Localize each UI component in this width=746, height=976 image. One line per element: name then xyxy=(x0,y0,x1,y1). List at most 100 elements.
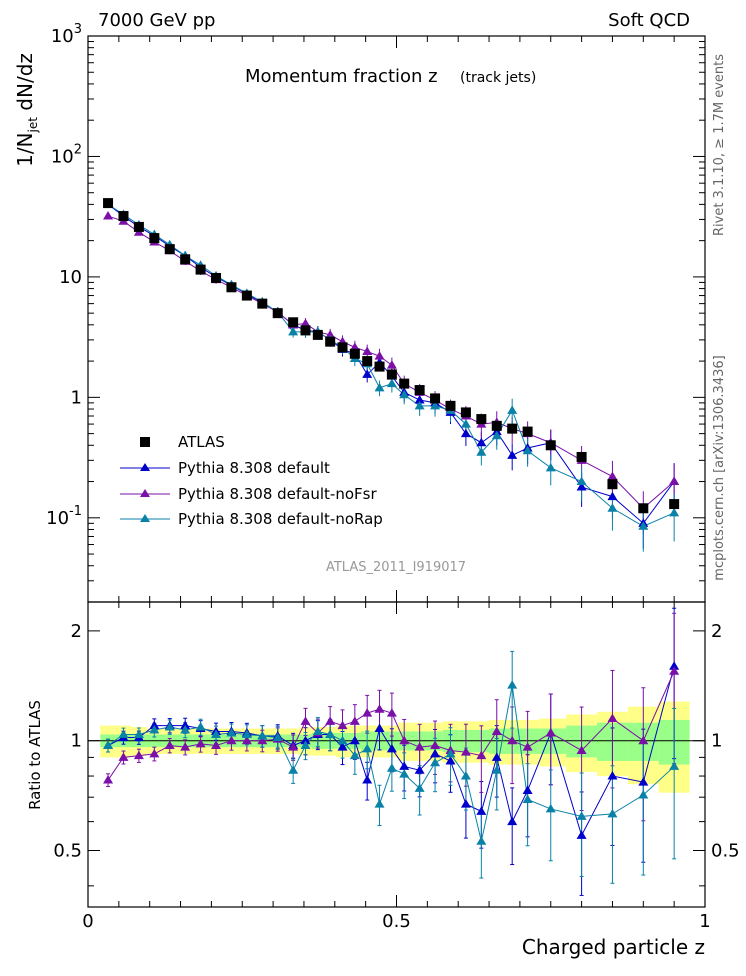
y-tick-label-ratio-right: 2 xyxy=(711,621,722,642)
data-point-ratio xyxy=(211,740,222,750)
data-point-atlas xyxy=(414,385,425,396)
data-point-main xyxy=(607,471,618,481)
data-point-atlas xyxy=(325,336,336,347)
y-axis-label-main: 1/Njet dN/dz xyxy=(13,53,40,167)
data-point-ratio xyxy=(337,735,348,745)
data-point-ratio xyxy=(300,716,311,725)
data-point-atlas xyxy=(491,420,502,431)
y-tick-label-main: 103 xyxy=(51,22,82,47)
data-point-ratio xyxy=(180,742,191,751)
data-point-main xyxy=(669,507,680,517)
data-point-atlas xyxy=(476,414,487,425)
y-tick-label-main: 10-1 xyxy=(46,504,82,529)
data-point-ratio xyxy=(133,750,144,760)
data-point-atlas xyxy=(460,407,471,418)
data-point-ratio xyxy=(445,748,456,758)
data-point-atlas xyxy=(430,393,441,404)
data-point-main xyxy=(545,462,556,472)
data-point-ratio xyxy=(607,808,618,818)
main-title: Momentum fraction z (track jets) xyxy=(245,66,536,87)
data-point-ratio xyxy=(399,761,410,770)
data-point-ratio xyxy=(507,735,518,745)
data-point-ratio xyxy=(374,704,385,713)
data-point-main xyxy=(374,382,385,392)
data-point-main xyxy=(522,445,533,455)
data-point-ratio xyxy=(325,729,336,738)
x-tick-label: 0 xyxy=(82,911,93,932)
data-point-ratio xyxy=(362,708,373,717)
data-point-ratio xyxy=(507,680,518,689)
chart-title: Momentum fraction z xyxy=(245,66,438,87)
data-point-atlas xyxy=(300,325,311,336)
series-markers xyxy=(103,198,680,845)
data-point-ratio xyxy=(522,785,533,795)
data-point-ratio xyxy=(522,742,533,751)
data-point-main xyxy=(386,378,397,388)
data-point-ratio xyxy=(414,783,425,792)
data-point-ratio xyxy=(491,752,502,761)
data-point-ratio xyxy=(638,735,649,745)
data-point-ratio xyxy=(226,727,237,737)
data-point-ratio xyxy=(460,799,471,808)
data-point-ratio xyxy=(288,742,299,751)
data-point-atlas xyxy=(386,369,397,380)
data-point-main xyxy=(349,342,360,351)
data-point-ratio xyxy=(545,727,556,737)
data-point-main xyxy=(414,400,425,410)
data-point-main xyxy=(288,326,299,336)
data-point-atlas xyxy=(149,233,160,244)
data-point-atlas xyxy=(312,329,323,340)
data-point-ratio xyxy=(545,803,556,813)
legend-label-default: Pythia 8.308 default xyxy=(178,459,330,477)
data-point-ratio xyxy=(257,735,268,745)
data-point-main xyxy=(362,346,373,356)
legend-label-norap: Pythia 8.308 default-noRap xyxy=(178,510,383,528)
data-point-ratio xyxy=(607,771,618,780)
data-point-ratio xyxy=(430,740,441,750)
x-tick-label: 0.5 xyxy=(382,911,411,932)
data-point-ratio xyxy=(362,743,373,753)
data-point-ratio xyxy=(312,726,323,735)
data-point-main xyxy=(460,428,471,438)
y-axis-label-ratio: Ratio to ATLAS xyxy=(26,700,44,810)
x-axis-label: Charged particle z xyxy=(522,935,705,959)
data-point-ratio xyxy=(325,716,336,725)
data-point-main xyxy=(476,447,487,456)
legend-label-atlas: ATLAS xyxy=(178,433,225,451)
data-point-atlas xyxy=(257,298,268,309)
y-tick-label-main: 10 xyxy=(59,267,82,288)
data-point-atlas xyxy=(445,400,456,411)
data-point-ratio xyxy=(195,738,206,748)
data-point-atlas xyxy=(288,317,299,328)
data-point-ratio xyxy=(476,750,487,760)
data-point-main xyxy=(386,360,397,369)
data-point-ratio xyxy=(476,836,487,845)
analysis-label: ATLAS_2011_I919017 xyxy=(326,560,466,575)
y-tick-label-main: 102 xyxy=(51,142,82,167)
data-point-ratio xyxy=(669,661,680,670)
data-point-main xyxy=(300,318,311,328)
data-point-ratio xyxy=(241,735,252,745)
data-point-ratio xyxy=(414,765,425,774)
data-point-ratio xyxy=(460,771,471,780)
data-point-ratio xyxy=(399,769,410,778)
y-tick-label-main: 1 xyxy=(71,387,82,408)
process-label: Soft QCD xyxy=(608,10,690,31)
data-point-ratio xyxy=(491,726,502,735)
y-tick-label-ratio: 0.5 xyxy=(53,840,82,861)
data-point-ratio xyxy=(349,716,360,725)
data-point-ratio xyxy=(607,713,618,723)
data-point-ratio xyxy=(638,789,649,799)
data-point-main xyxy=(491,430,502,440)
data-point-main xyxy=(669,476,680,486)
data-point-main xyxy=(638,521,649,530)
data-point-main xyxy=(325,329,336,339)
data-point-ratio xyxy=(118,729,129,738)
data-point-atlas xyxy=(669,499,680,510)
data-point-ratio xyxy=(300,735,311,745)
data-point-atlas xyxy=(349,348,360,359)
data-point-ratio xyxy=(103,740,114,750)
data-point-ratio xyxy=(337,720,348,730)
y-tick-label-ratio: 1 xyxy=(71,731,82,752)
data-point-atlas xyxy=(545,440,556,451)
